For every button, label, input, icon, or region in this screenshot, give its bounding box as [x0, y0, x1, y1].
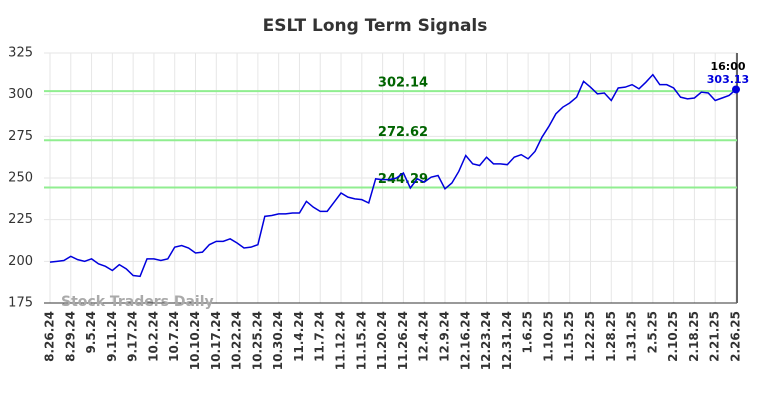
x-tick-label: 8.29.24 — [63, 311, 77, 362]
x-tick-label: 1.22.25 — [583, 311, 597, 362]
last-time: 16:00 — [710, 60, 745, 73]
x-tick-label: 11.26.24 — [396, 311, 410, 370]
x-tick-label: 12.9.24 — [437, 311, 451, 362]
x-tick-label: 1.15.25 — [562, 311, 576, 362]
x-tick-label: 10.30.24 — [271, 311, 285, 370]
x-tick-label: 2.26.25 — [729, 311, 743, 362]
signal-label: 244.29 — [378, 172, 428, 187]
y-tick-label: 250 — [8, 171, 33, 186]
x-tick-label: 2.10.25 — [666, 311, 680, 362]
y-tick-label: 275 — [8, 129, 33, 144]
x-tick-label: 11.7.24 — [313, 311, 327, 362]
x-tick-label: 11.4.24 — [292, 311, 306, 362]
x-tick-label: 10.10.24 — [188, 311, 202, 370]
x-tick-label: 12.31.24 — [500, 311, 514, 370]
x-tick-label: 2.5.25 — [645, 311, 659, 354]
x-tick-label: 10.22.24 — [230, 311, 244, 370]
x-tick-label: 1.10.25 — [541, 311, 555, 362]
x-tick-label: 11.20.24 — [375, 311, 389, 370]
x-tick-label: 9.17.24 — [126, 311, 140, 362]
chart-title: ESLT Long Term Signals — [263, 16, 488, 36]
y-tick-label: 225 — [8, 212, 33, 227]
x-tick-label: 9.5.24 — [84, 311, 98, 354]
watermark: Stock Traders Daily — [61, 294, 214, 310]
last-point — [732, 85, 740, 94]
x-tick-label: 11.12.24 — [334, 311, 348, 370]
x-tick-label: 12.16.24 — [458, 311, 472, 370]
x-tick-label: 10.25.24 — [250, 311, 264, 370]
x-tick-label: 1.6.25 — [521, 311, 535, 354]
x-tick-label: 1.28.25 — [604, 311, 618, 362]
x-tick-label: 8.26.24 — [43, 311, 57, 362]
x-tick-label: 2.21.25 — [708, 311, 722, 362]
x-tick-label: 12.23.24 — [479, 311, 493, 370]
signal-label: 302.14 — [378, 76, 428, 91]
y-tick-label: 300 — [8, 87, 33, 102]
x-tick-label: 9.11.24 — [105, 311, 119, 362]
x-tick-label: 2.18.25 — [687, 311, 701, 362]
x-tick-label: 12.4.24 — [417, 311, 431, 362]
signal-label: 272.62 — [378, 125, 428, 140]
x-tick-label: 1.31.25 — [625, 311, 639, 362]
last-value: 303.13 — [707, 73, 749, 86]
price-line — [49, 73, 737, 278]
x-tick-label: 10.17.24 — [209, 311, 223, 370]
y-tick-label: 200 — [8, 254, 33, 269]
y-tick-label: 175 — [8, 296, 33, 311]
x-tick-label: 10.2.24 — [146, 311, 160, 362]
x-tick-label: 10.7.24 — [167, 311, 181, 362]
x-tick-label: 11.15.24 — [354, 311, 368, 370]
y-tick-label: 325 — [8, 46, 33, 61]
